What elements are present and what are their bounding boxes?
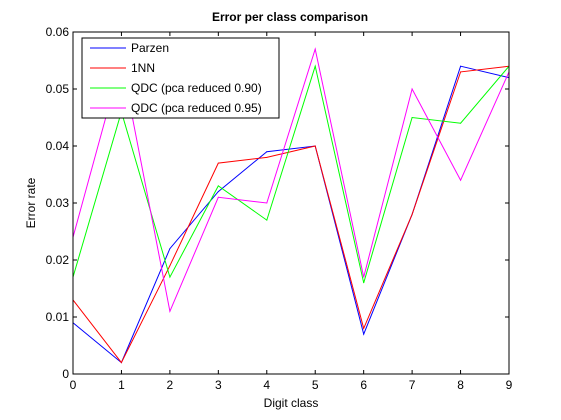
data-point — [314, 48, 316, 50]
x-tick-label: 8 — [457, 378, 464, 392]
tick-layer: 0 1 2 3 4 5 6 7 8 9 0 0.01 0.02 0.03 0.04 0.05 0.06 — [46, 25, 513, 392]
legend-item-1nn: 1NN — [90, 61, 155, 75]
data-point — [169, 265, 171, 267]
data-point — [363, 327, 365, 329]
series-line-1nn — [72, 65, 510, 364]
data-point — [411, 213, 413, 215]
data-point — [411, 88, 413, 90]
x-tick-label: 3 — [215, 378, 222, 392]
x-tick-label: 0 — [70, 378, 77, 392]
series-line-parzen — [72, 65, 510, 364]
x-tick-label: 7 — [409, 378, 416, 392]
data-point — [169, 276, 171, 278]
y-tick-label: 0.04 — [46, 139, 70, 153]
y-tick-label: 0.02 — [46, 253, 70, 267]
legend-item-qdc-095: QDC (pca reduced 0.95) — [90, 101, 262, 115]
x-tick-label: 4 — [263, 378, 270, 392]
y-tick-label: 0 — [62, 367, 69, 381]
legend-label-1nn: 1NN — [131, 61, 155, 75]
data-point — [120, 362, 122, 364]
data-point — [217, 185, 219, 187]
data-point — [460, 71, 462, 73]
y-tick-label: 0.06 — [46, 25, 70, 39]
legend-label-qdc-095: QDC (pca reduced 0.95) — [131, 101, 262, 115]
data-point — [266, 202, 268, 204]
data-point — [266, 156, 268, 158]
y-tick-label: 0.01 — [46, 310, 70, 324]
y-tick-label: 0.05 — [46, 82, 70, 96]
data-point — [363, 333, 365, 335]
x-tick-label: 1 — [118, 378, 125, 392]
data-point — [217, 196, 219, 198]
x-axis-label: Digit class — [264, 396, 319, 410]
legend-item-parzen: Parzen — [90, 41, 169, 55]
data-point — [314, 65, 316, 67]
data-point — [217, 191, 219, 193]
data-point — [460, 65, 462, 67]
data-point — [217, 162, 219, 164]
legend-label-parzen: Parzen — [131, 41, 169, 55]
series-layer — [72, 47, 510, 364]
x-tick-label: 6 — [360, 378, 367, 392]
x-tick-label: 2 — [167, 378, 174, 392]
data-point — [169, 248, 171, 250]
series-line-qdc-pca-reduced-0-95 — [72, 47, 510, 314]
legend-box — [81, 37, 280, 119]
y-tick-label: 0.03 — [46, 196, 70, 210]
data-point — [363, 282, 365, 284]
legend-label-qdc-090: QDC (pca reduced 0.90) — [131, 81, 262, 95]
legend-item-qdc-090: QDC (pca reduced 0.90) — [90, 81, 262, 95]
data-point — [266, 219, 268, 221]
data-point — [460, 179, 462, 181]
data-point — [363, 276, 365, 278]
x-tick-label: 9 — [506, 378, 513, 392]
data-point — [169, 310, 171, 312]
data-point — [411, 117, 413, 118]
series-line-qdc-pca-reduced-0-90 — [72, 64, 510, 283]
data-point — [460, 122, 462, 124]
legend: Parzen 1NN QDC (pca reduced 0.90) QDC (p… — [81, 37, 280, 119]
chart-title: Error per class comparison — [212, 10, 368, 24]
y-axis-label: Error rate — [24, 177, 38, 228]
data-point — [314, 145, 316, 147]
x-tick-label: 5 — [312, 378, 319, 392]
data-point — [266, 151, 268, 153]
